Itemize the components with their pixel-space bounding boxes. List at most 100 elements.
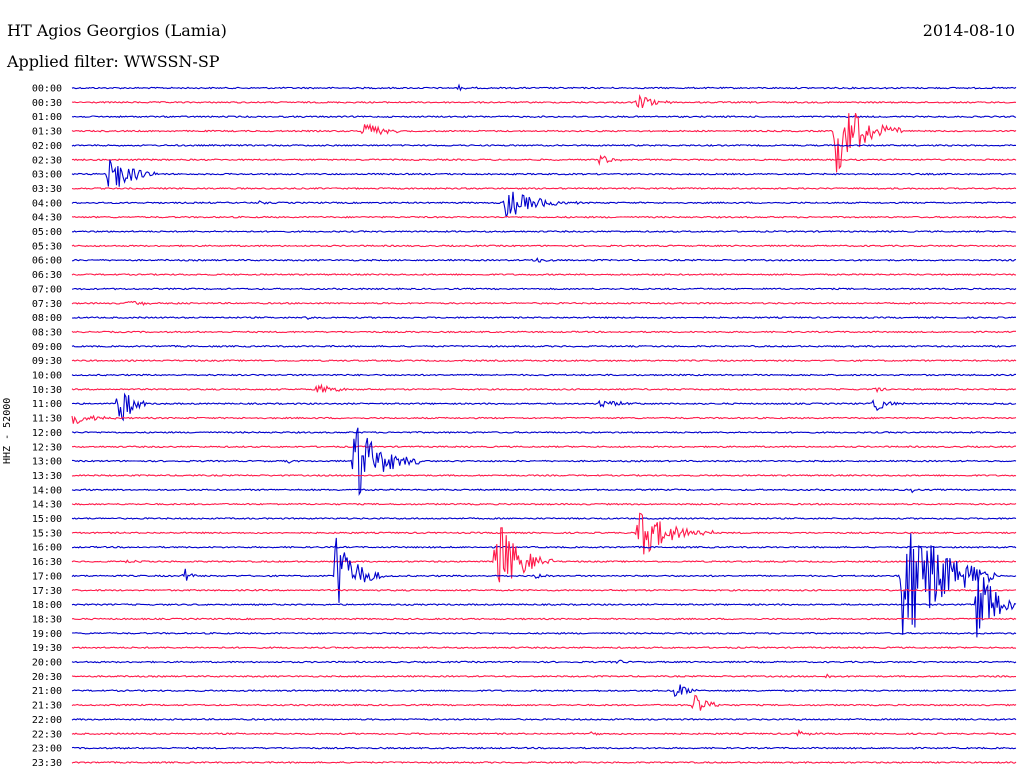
trace-line [71,694,1017,711]
trace-line [71,287,1017,291]
row-time-label: 09:30 [32,356,62,367]
trace-line [71,761,1017,764]
row-time-label: 21:00 [32,686,62,697]
row-time-label: 02:30 [32,155,62,166]
row-time-label: 16:00 [32,543,62,554]
trace-line [71,344,1017,348]
row-time-label: 13:30 [32,471,62,482]
row-time-label: 01:30 [32,127,62,138]
trace-line [71,83,1017,92]
trace-line [71,230,1017,233]
row-time-label: 19:30 [32,643,62,654]
trace-line [71,646,1017,650]
trace-line [71,154,1017,166]
trace-line [71,373,1017,377]
row-time-label: 00:30 [32,98,62,109]
row-time-label: 22:30 [32,729,62,740]
row-time-label: 13:00 [32,457,62,468]
row-time-label: 17:30 [32,586,62,597]
trace-line [71,588,1017,592]
row-time-label: 04:00 [32,198,62,209]
trace-line [71,684,1016,697]
row-time-label: 09:00 [32,342,62,353]
trace-line [71,359,1017,363]
row-time-label: 11:30 [32,414,62,425]
row-time-label: 22:00 [32,715,62,726]
row-time-label: 03:30 [32,184,62,195]
row-time-label: 06:30 [32,270,62,281]
row-time-label: 11:00 [32,399,62,410]
row-time-label: 17:00 [32,571,62,582]
row-time-label: 19:00 [32,629,62,640]
trace-line [72,445,1017,449]
row-time-label: 20:30 [32,672,62,683]
trace-line [71,300,1017,306]
trace-line [71,93,1017,109]
row-time-label: 18:00 [32,600,62,611]
station-title: HT Agios Georgios (Lamia) [7,21,227,40]
trace-line [71,517,1017,520]
row-time-label: 02:00 [32,141,62,152]
trace-line [71,273,1017,276]
trace-line [71,383,1017,394]
trace-line [71,187,1017,190]
row-time-label: 05:30 [32,241,62,252]
trace-line [71,474,1017,477]
row-time-label: 14:30 [32,500,62,511]
row-time-label: 14:00 [32,485,62,496]
row-time-label: 07:00 [32,284,62,295]
trace-line [71,502,1017,506]
trace-line [71,533,1017,635]
trace-line [71,392,1017,422]
row-time-label: 08:30 [32,327,62,338]
row-time-label: 16:30 [32,557,62,568]
trace-line [71,430,1017,434]
row-time-label: 07:30 [32,299,62,310]
trace-line [71,115,1017,119]
row-time-label: 21:30 [32,701,62,712]
row-time-label: 23:30 [32,758,62,769]
trace-line [72,427,1017,497]
trace-line [71,316,1017,321]
trace-line [71,215,1017,219]
trace-line [71,746,1017,750]
trace-line [71,191,1017,218]
row-time-label: 06:00 [32,256,62,267]
row-time-label: 10:30 [32,385,62,396]
trace-line [71,414,1017,425]
trace-line [71,631,1017,635]
trace-line [71,143,1017,147]
row-time-label: 04:30 [32,213,62,224]
row-time-label: 12:30 [32,442,62,453]
row-time-label: 23:00 [32,744,62,755]
filter-label: Applied filter: WWSSN-SP [7,52,220,71]
trace-line [71,113,1017,173]
trace-line [71,577,1017,638]
row-time-label: 20:00 [32,658,62,669]
row-time-label: 18:30 [32,614,62,625]
row-time-label: 08:00 [32,313,62,324]
trace-line [71,527,1017,583]
trace-line [71,488,1017,494]
row-time-label: 15:00 [32,514,62,525]
trace-line [71,244,1017,248]
row-time-label: 12:00 [32,428,62,439]
trace-line [71,512,1017,555]
trace-line [71,717,1017,721]
trace-group [71,83,1017,764]
trace-line [71,659,1017,665]
date-label: 2014-08-10 [922,21,1015,40]
row-time-label: 05:00 [32,227,62,238]
trace-line [71,257,1017,263]
trace-line [71,545,1017,549]
trace-line [71,159,1017,187]
time-label-group: 00:00 00:30 01:00 01:30 02:00 02:30 03:00 03:30… [32,84,62,769]
row-time-label: 00:00 [32,84,62,95]
row-time-label: 03:00 [32,170,62,181]
trace-line [71,617,1017,621]
trace-line [71,330,1016,334]
row-time-label: 01:00 [32,112,62,123]
trace-line [71,673,1017,679]
row-time-label: 15:30 [32,528,62,539]
